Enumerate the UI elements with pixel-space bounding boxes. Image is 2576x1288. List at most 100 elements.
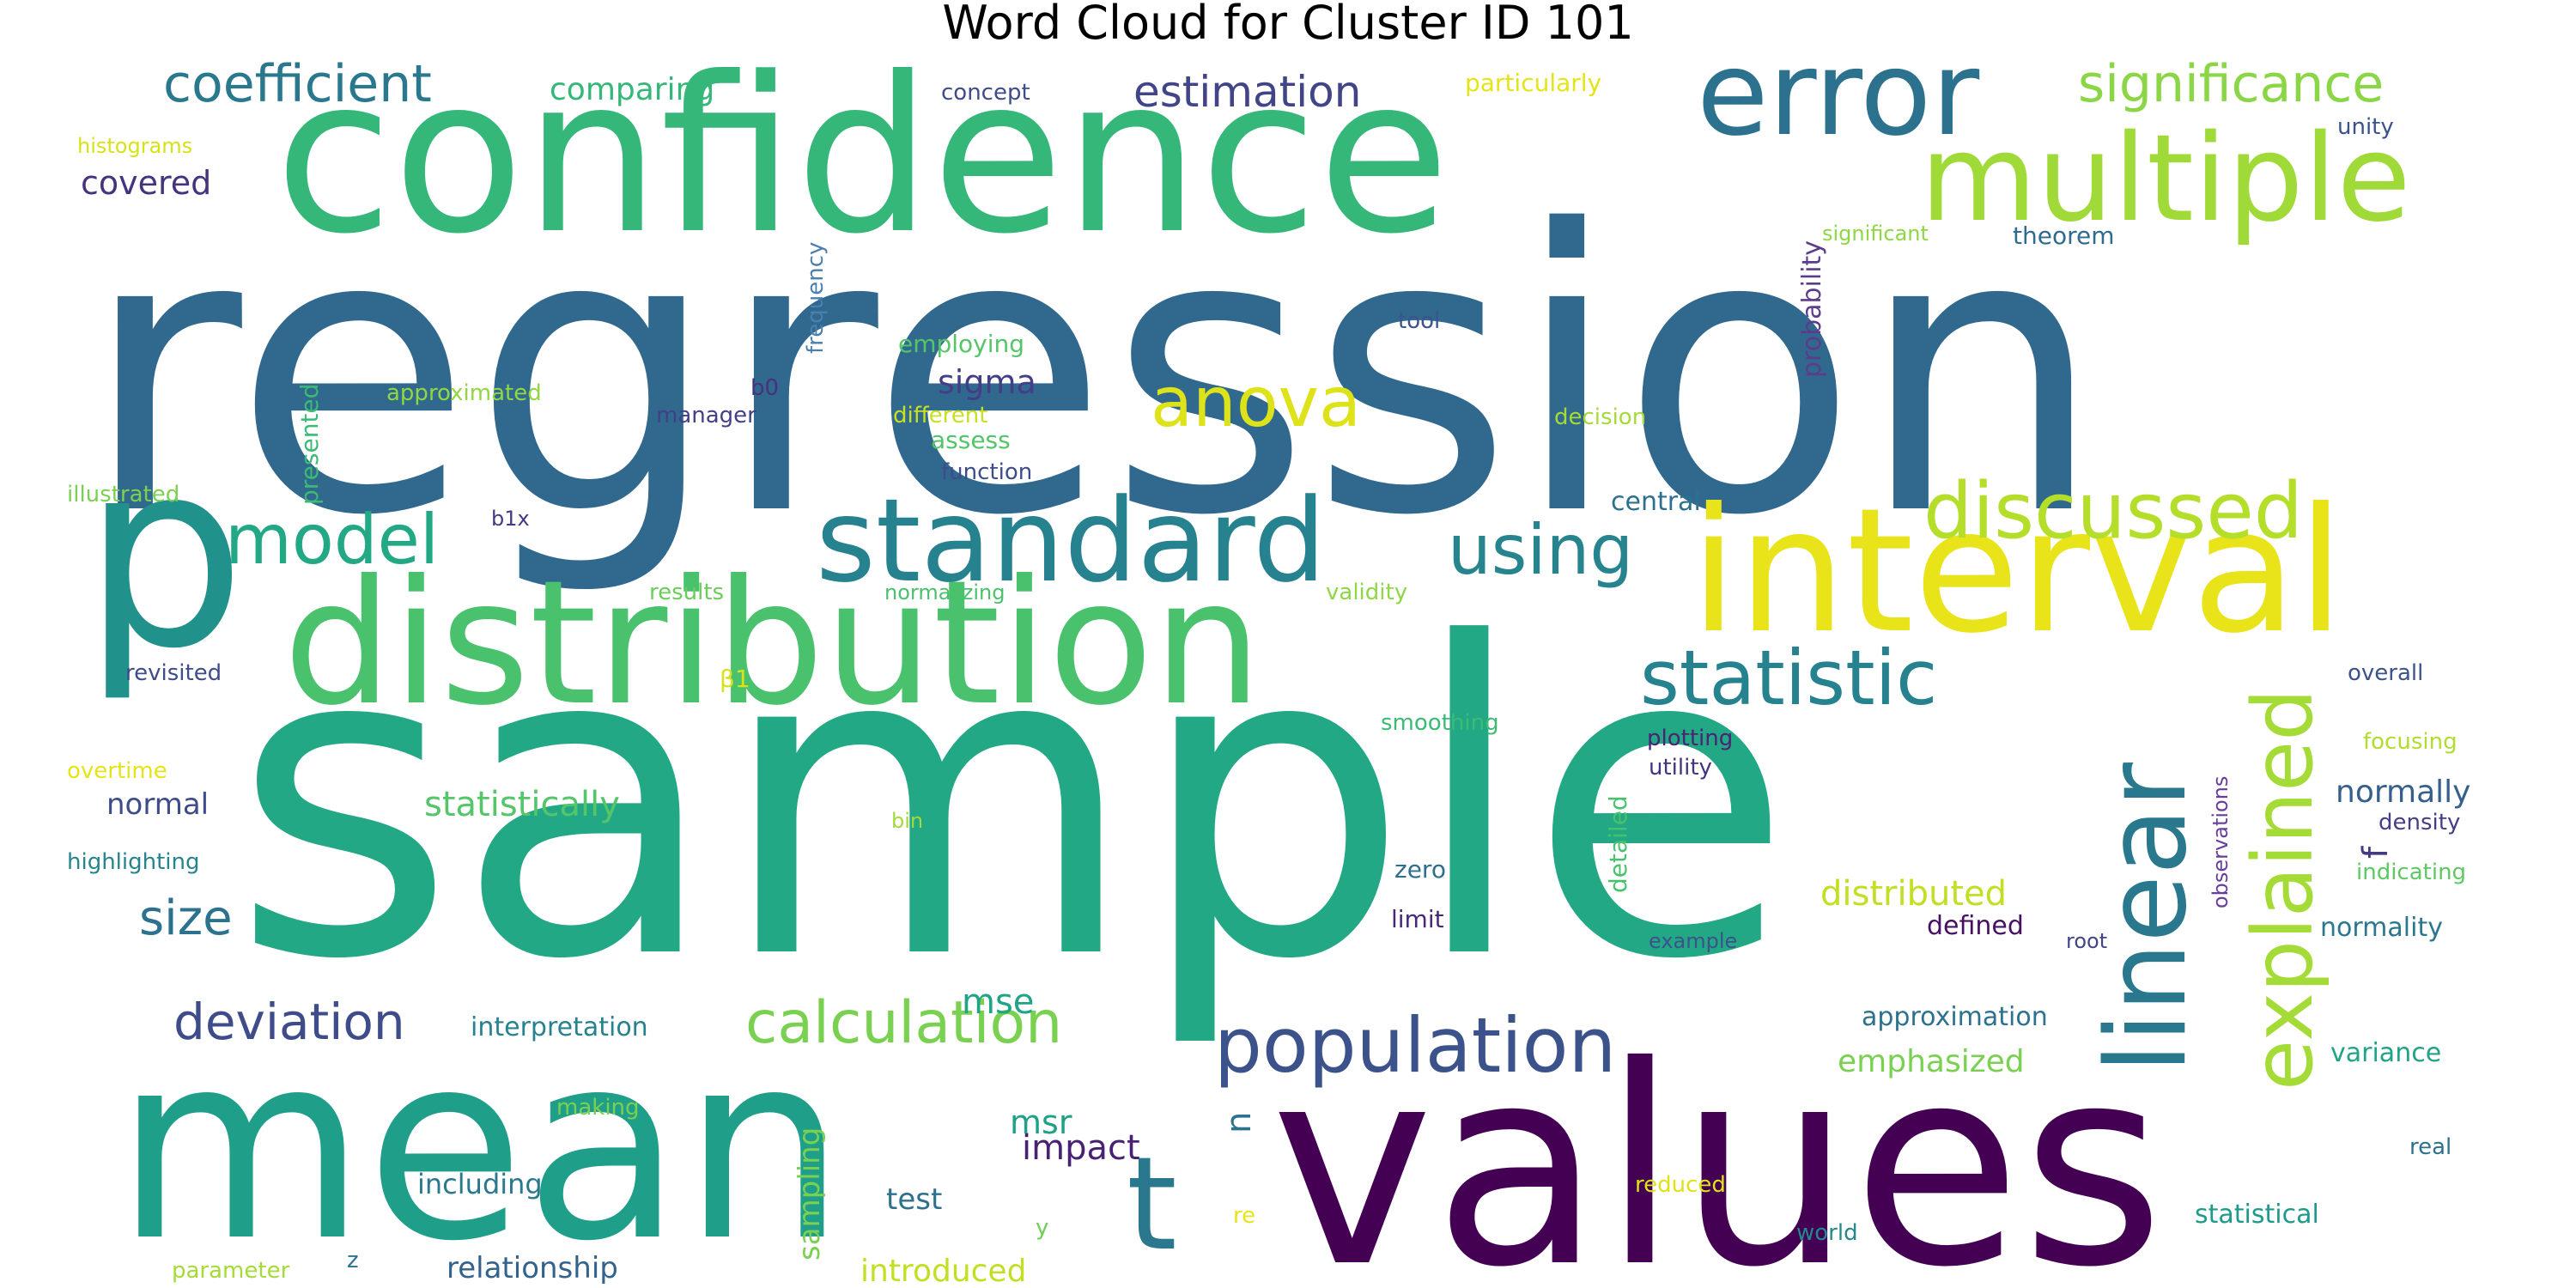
word-zero: zero (1394, 855, 1446, 884)
word-particularly: particularly (1465, 69, 1601, 97)
word-using: using (1448, 510, 1633, 590)
word-tool: tool (1398, 308, 1440, 334)
word-n: n (1219, 1112, 1259, 1133)
word-results: results (649, 580, 724, 605)
word-theorem: theorem (2013, 222, 2114, 250)
word-overtime: overtime (67, 758, 167, 784)
word-plotting: plotting (1647, 726, 1733, 751)
word-model: model (225, 500, 439, 580)
word-making: making (556, 1095, 640, 1121)
word-distribution: distribution (283, 544, 1262, 744)
word-re: re (1233, 1203, 1255, 1229)
word-density: density (2379, 810, 2460, 835)
word-reduced: reduced (1635, 1172, 1726, 1198)
word-z: z (347, 1248, 359, 1273)
word-coefficient: coefficient (163, 54, 432, 114)
word-real: real (2409, 1134, 2451, 1160)
word-decision: decision (1554, 404, 1646, 430)
word-variance: variance (2330, 1038, 2441, 1068)
word-emphasized: emphasized (1838, 1044, 2025, 1079)
word-statistical: statistical (2195, 1200, 2319, 1230)
word-probability: probability (1797, 240, 1827, 378)
word-defined: defined (1927, 911, 2024, 941)
word-presented: presented (295, 384, 324, 505)
word-smoothing: smoothing (1381, 710, 1499, 736)
word-linear: linear (2083, 762, 2211, 1073)
word-introduced: introduced (860, 1254, 1026, 1288)
word-illustrated: illustrated (67, 482, 179, 507)
word-central: central (1611, 487, 1701, 517)
word-β1: β1 (720, 665, 750, 693)
word-significant: significant (1822, 222, 1929, 246)
word-comparing: comparing (550, 72, 714, 107)
word-f: f (2356, 846, 2396, 859)
word-unity: unity (2337, 114, 2394, 140)
word-discussed: discussed (1923, 466, 2303, 556)
word-p: p (82, 405, 246, 705)
word-sampling: sampling (793, 1127, 827, 1261)
word-b0: b0 (750, 375, 779, 401)
word-normal: normal (106, 787, 209, 822)
word-overall: overall (2348, 660, 2423, 686)
word-covered: covered (81, 164, 211, 202)
word-size: size (139, 890, 233, 946)
word-b1x: b1x (491, 507, 530, 531)
word-frequency: frequency (803, 242, 829, 354)
word-regression: regression (82, 148, 2104, 600)
word-statistically: statistically (424, 785, 620, 824)
word-utility: utility (1649, 755, 1712, 781)
word-explained: explained (2235, 689, 2331, 1091)
word-sample: sample (232, 553, 1793, 1053)
word-bin: bin (891, 809, 923, 833)
word-different: different (893, 403, 987, 428)
word-histograms: histograms (77, 134, 192, 158)
word-normality: normality (2320, 913, 2443, 943)
word-example: example (1649, 929, 1737, 953)
word-including: including (417, 1168, 543, 1200)
word-multiple: multiple (1920, 109, 2411, 249)
word-calculation: calculation (745, 989, 1062, 1057)
word-mse: mse (962, 982, 1034, 1022)
word-indicating: indicating (2356, 860, 2466, 885)
word-validity: validity (1326, 580, 1407, 605)
word-impact: impact (1022, 1128, 1140, 1168)
word-statistic: statistic (1640, 634, 1937, 722)
word-parameter: parameter (172, 1258, 290, 1284)
word-function: function (941, 459, 1032, 485)
word-error: error (1697, 52, 1979, 162)
word-t: t (1127, 1130, 1177, 1279)
word-mean: mean (115, 998, 846, 1288)
word-root: root (2066, 929, 2107, 953)
word-concept: concept (941, 80, 1030, 106)
word-distributed: distributed (1820, 874, 2007, 914)
word-revisited: revisited (125, 660, 222, 686)
word-sigma: sigma (938, 363, 1036, 401)
word-employing: employing (898, 330, 1024, 358)
word-significance: significance (2078, 54, 2384, 114)
word-values: values (1271, 1008, 2165, 1288)
word-population: population (1214, 1001, 1616, 1090)
word-y: y (1036, 1215, 1048, 1241)
word-manager: manager (656, 403, 756, 428)
word-focusing: focusing (2363, 729, 2458, 755)
word-normalizing: normalizing (884, 580, 1005, 605)
word-msr: msr (1010, 1103, 1072, 1141)
word-standard: standard (816, 474, 1326, 608)
word-approximated: approximated (386, 380, 542, 406)
word-test: test (886, 1182, 942, 1217)
word-assess: assess (931, 426, 1011, 454)
word-confidence: confidence (275, 52, 1450, 281)
word-interpretation: interpretation (471, 1012, 648, 1042)
word-estimation: estimation (1133, 67, 1361, 117)
word-highlighting: highlighting (67, 849, 200, 875)
word-detailed: detailed (1604, 795, 1632, 893)
word-deviation: deviation (173, 993, 405, 1051)
word-anova: anova (1151, 362, 1361, 442)
chart-title: Word Cloud for Cluster ID 101 (942, 0, 1634, 50)
word-normally: normally (2336, 775, 2470, 810)
word-observations: observations (2208, 776, 2233, 908)
word-limit: limit (1391, 905, 1444, 933)
word-world: world (1796, 1220, 1858, 1246)
